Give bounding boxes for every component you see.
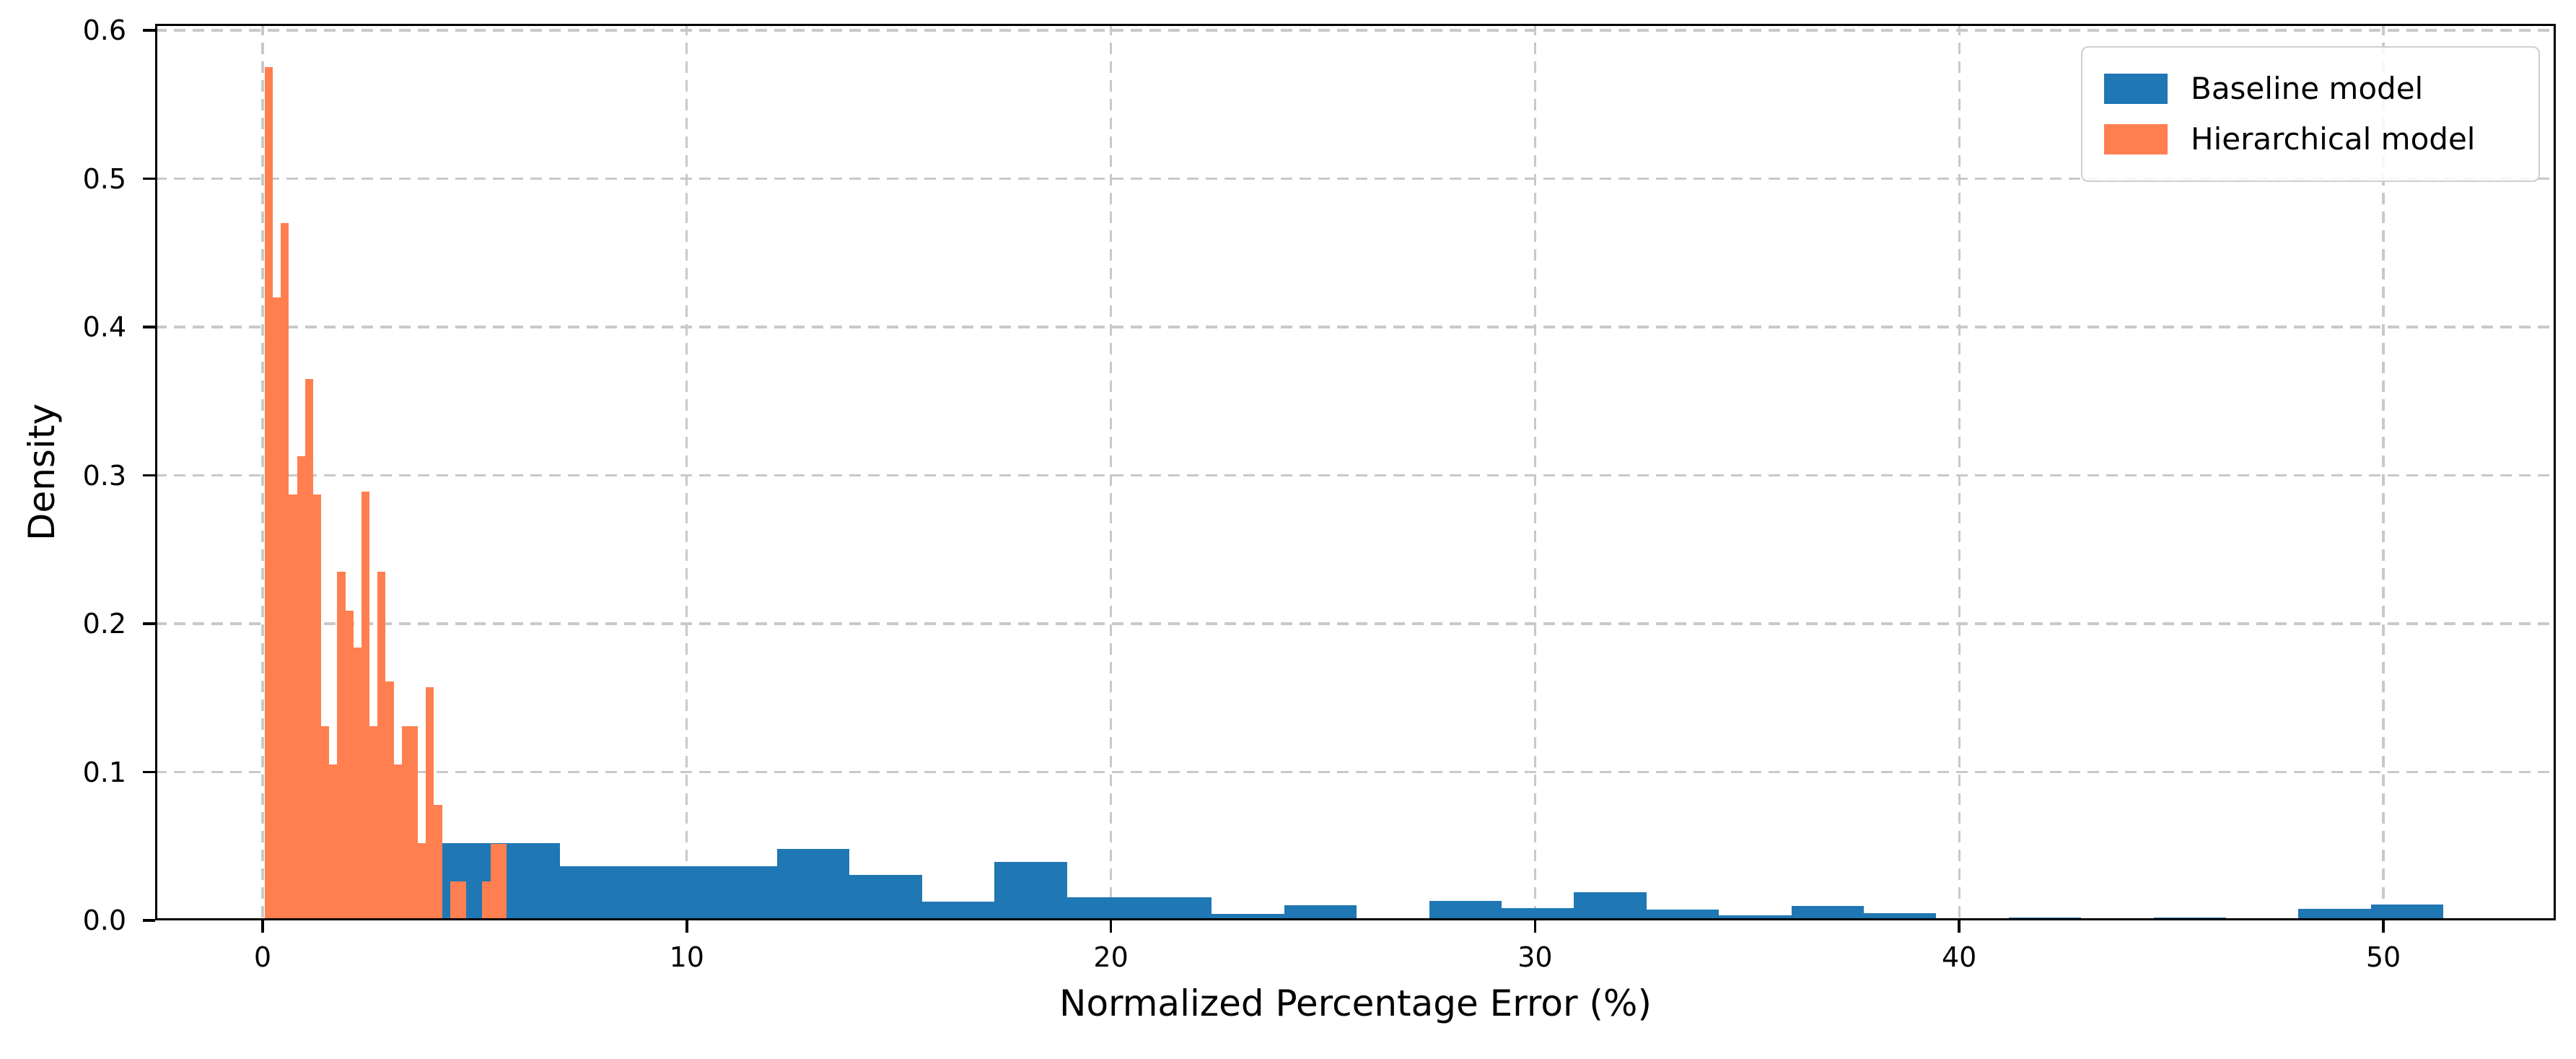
hist-bar-baseline-8 [994, 862, 1067, 920]
x-tick-label-30: 30 [1517, 941, 1553, 973]
y-tick-0 [143, 919, 155, 922]
y-tick-label-0.4: 0.4 [82, 311, 126, 343]
y-tick-0.5 [143, 177, 155, 180]
x-axis-label: Normalized Percentage Error (%) [1059, 982, 1652, 1024]
hist-bar-hierarchical-27 [482, 881, 491, 920]
hist-bar-baseline-7 [921, 901, 995, 920]
gridline-x-0 [261, 24, 264, 920]
x-tick-label-50: 50 [2365, 941, 2401, 973]
x-tick-50 [2382, 920, 2385, 933]
hist-bar-hierarchical-7 [321, 725, 330, 920]
y-axis-label: Density [21, 403, 63, 541]
legend-label-hierarchical: Hierarchical model [2191, 121, 2476, 157]
x-tick-20 [1109, 920, 1113, 933]
x-tick-30 [1533, 920, 1537, 933]
hist-bar-baseline-10 [1139, 897, 1212, 920]
x-tick-label-20: 20 [1093, 941, 1129, 973]
hist-bar-hierarchical-13 [369, 725, 378, 920]
hist-bar-hierarchical-15 [385, 681, 394, 920]
legend: Baseline model Hierarchical model [2081, 46, 2540, 182]
hist-bar-baseline-11 [1212, 913, 1284, 920]
legend-swatch-baseline [2104, 74, 2168, 104]
hist-bar-hierarchical-8 [329, 764, 338, 920]
hist-bar-hierarchical-17 [401, 725, 410, 920]
gridline-y-0.6 [155, 29, 2556, 32]
gridline-x-30 [1533, 24, 1536, 920]
hist-bar-baseline-19 [1791, 906, 1864, 920]
hist-bar-baseline-17 [1646, 909, 1719, 920]
gridline-y-0.1 [155, 770, 2556, 774]
gridline-x-20 [1110, 24, 1113, 920]
hist-bar-baseline-20 [1863, 912, 1937, 920]
y-tick-label-0.0: 0.0 [82, 905, 126, 936]
hist-bar-baseline-12 [1284, 905, 1357, 920]
hist-bar-hierarchical-6 [312, 494, 322, 920]
hist-bar-baseline-6 [849, 874, 922, 920]
hist-bar-hierarchical-9 [337, 572, 346, 920]
hist-bar-hierarchical-14 [377, 572, 386, 920]
y-tick-0.3 [143, 474, 155, 477]
hist-bar-baseline-16 [1574, 892, 1647, 920]
y-tick-0.6 [143, 29, 155, 32]
hist-bar-hierarchical-16 [393, 764, 402, 920]
y-tick-label-0.6: 0.6 [82, 14, 126, 46]
hist-bar-hierarchical-29 [498, 843, 507, 920]
x-tick-0 [261, 920, 264, 933]
gridline-x-40 [1958, 24, 1961, 920]
gridline-y-0.4 [155, 326, 2556, 328]
hist-bar-hierarchical-19 [418, 843, 426, 920]
hist-bar-baseline-27 [2370, 905, 2444, 920]
hist-bar-hierarchical-3 [289, 494, 297, 920]
y-tick-label-0.1: 0.1 [82, 756, 126, 788]
x-tick-10 [685, 920, 688, 933]
gridline-y-0.3 [155, 474, 2556, 477]
hist-bar-baseline-2 [559, 866, 633, 920]
y-tick-label-0.5: 0.5 [82, 162, 126, 195]
hist-bar-baseline-9 [1066, 897, 1139, 920]
hist-bar-hierarchical-1 [273, 297, 281, 920]
hist-bar-baseline-22 [2008, 917, 2082, 920]
gridline-y-0.2 [155, 622, 2556, 625]
hist-bar-baseline-24 [2153, 917, 2226, 920]
y-tick-label-0.3: 0.3 [82, 459, 126, 492]
hist-bar-hierarchical-24 [457, 881, 467, 920]
hist-bar-hierarchical-2 [281, 223, 289, 920]
hist-bar-hierarchical-23 [450, 881, 458, 920]
hist-bar-hierarchical-11 [353, 647, 362, 920]
y-tick-0.4 [143, 326, 155, 328]
hist-bar-hierarchical-5 [305, 378, 313, 920]
hist-bar-hierarchical-0 [264, 67, 273, 920]
hist-bar-baseline-14 [1429, 901, 1502, 920]
hist-bar-baseline-4 [704, 866, 777, 920]
x-tick-label-0: 0 [253, 941, 272, 973]
legend-label-baseline: Baseline model [2191, 71, 2424, 106]
gridline-x-10 [685, 24, 688, 920]
y-tick-0.2 [143, 622, 155, 625]
hist-bar-hierarchical-21 [434, 804, 442, 920]
hist-bar-hierarchical-20 [426, 687, 434, 920]
hist-bar-hierarchical-10 [345, 610, 354, 920]
hist-bar-hierarchical-4 [297, 456, 305, 920]
legend-entry-hierarchical: Hierarchical model [2104, 124, 2517, 154]
hist-bar-baseline-15 [1501, 907, 1574, 920]
y-tick-label-0.2: 0.2 [82, 608, 126, 640]
hist-bar-hierarchical-18 [409, 725, 419, 920]
x-tick-40 [1958, 920, 1961, 933]
legend-swatch-hierarchical [2104, 124, 2168, 154]
x-tick-label-40: 40 [1942, 941, 1977, 973]
hist-bar-baseline-5 [777, 849, 850, 920]
hist-bar-baseline-26 [2298, 908, 2371, 920]
hist-bar-hierarchical-28 [490, 843, 499, 920]
hist-bar-baseline-3 [632, 866, 705, 920]
x-tick-label-10: 10 [669, 941, 704, 973]
legend-entry-baseline: Baseline model [2104, 74, 2517, 104]
hist-bar-baseline-18 [1719, 915, 1792, 920]
y-tick-0.1 [143, 770, 155, 774]
hist-bar-hierarchical-12 [361, 492, 370, 920]
